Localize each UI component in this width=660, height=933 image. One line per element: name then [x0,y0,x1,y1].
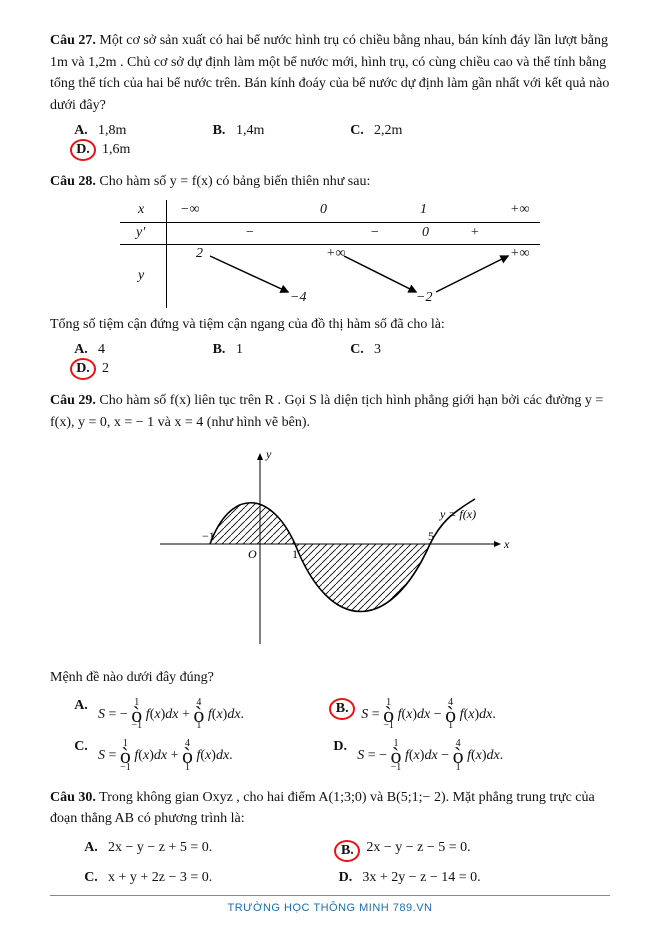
q28-variation-table: x −∞ 0 1 +∞ y′ − − 0 + y 2 +∞ −4 −2 +∞ [120,200,540,308]
q29-opt-b[interactable]: B.S = 1ò−1 f(x)dx − 4ò1 f(x)dx. [329,698,588,731]
q28-opt-b[interactable]: B.1 [208,342,318,358]
q30-options: A.2x − y − z + 5 = 0. B.2x − y − z − 5 =… [80,836,610,890]
q29-body: Câu 29. Cho hàm số f(x) liên tục trên R … [50,390,610,433]
svg-text:1: 1 [292,547,298,561]
svg-text:x: x [503,537,510,551]
q29-graph: x y −1 O 1 5 y = f(x) [50,444,610,659]
question-28: Câu 28. Cho hàm số y = f(x) có bảng biến… [50,171,610,380]
question-30: Câu 30. Trong không gian Oxyz , cho hai … [50,787,610,890]
svg-text:5: 5 [428,529,434,543]
q30-opt-b[interactable]: B.2x − y − z − 5 = 0. [334,840,588,862]
question-27: Câu 27. Một cơ sở sản xuất có hai bể nướ… [50,30,610,161]
q29-opt-d[interactable]: D.S = − 1ò−1 f(x)dx − 4ò1 f(x)dx. [329,739,588,772]
svg-text:y: y [265,447,272,461]
q30-opt-d[interactable]: D.3x + 2y − z − 14 = 0. [334,870,588,886]
q27-opt-d[interactable]: D.1,6m [70,139,180,161]
q27-label: Câu 27. [50,33,96,48]
q30-opt-a[interactable]: A.2x − y − z + 5 = 0. [80,840,334,862]
q28-after: Tổng số tiệm cận đứng và tiệm cận ngang … [50,314,610,336]
q28-options: A.4 B.1 C.3 D.2 [70,342,610,380]
question-29: Câu 29. Cho hàm số f(x) liên tục trên R … [50,390,610,776]
q28-label: Câu 28. [50,174,96,189]
svg-text:y = f(x): y = f(x) [439,507,476,521]
q28-opt-a[interactable]: A.4 [70,342,180,358]
q29-label: Câu 29. [50,393,96,408]
q28-opt-c[interactable]: C.3 [346,342,456,358]
svg-text:O: O [248,547,257,561]
q29-opt-a[interactable]: A.S = − 1ò−1 f(x)dx + 4ò1 f(x)dx. [70,698,329,731]
q28-opt-d[interactable]: D.2 [70,358,180,380]
q29-options: A.S = − 1ò−1 f(x)dx + 4ò1 f(x)dx. B.S = … [70,694,610,776]
q27-opt-b[interactable]: B.1,4m [208,123,318,139]
q27-body: Câu 27. Một cơ sở sản xuất có hai bể nướ… [50,30,610,117]
q27-text: Một cơ sở sản xuất có hai bể nước hình t… [50,33,609,113]
q29-opt-c[interactable]: C.S = 1ò−1 f(x)dx + 4ò1 f(x)dx. [70,739,329,772]
q30-opt-c[interactable]: C.x + y + 2z − 3 = 0. [80,870,334,886]
q30-label: Câu 30. [50,790,96,805]
q27-options: A.1,8m B.1,4m C.2,2m D.1,6m [70,123,610,161]
svg-text:−1: −1 [202,529,215,543]
q30-body: Câu 30. Trong không gian Oxyz , cho hai … [50,787,610,830]
q27-opt-c[interactable]: C.2,2m [346,123,456,139]
page-footer: TRƯỜNG HỌC THÔNG MINH 789.VN [50,895,610,914]
q29-after: Mệnh đề nào dưới đây đúng? [50,667,610,689]
q27-opt-a[interactable]: A.1,8m [70,123,180,139]
q28-intro: Câu 28. Cho hàm số y = f(x) có bảng biến… [50,171,610,193]
